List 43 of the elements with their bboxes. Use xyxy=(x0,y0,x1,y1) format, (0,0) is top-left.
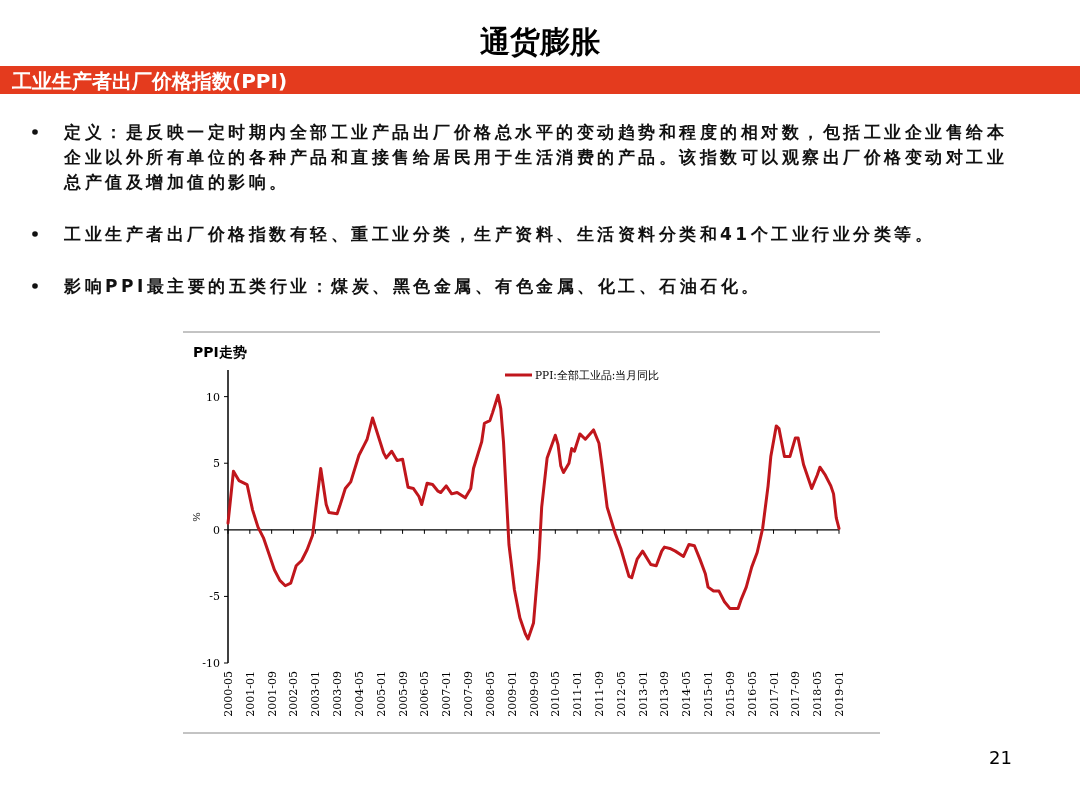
x-tick-label: 2005-09 xyxy=(396,671,410,717)
y-tick-label: 10 xyxy=(206,390,220,404)
x-tick-label: 2009-09 xyxy=(527,671,541,717)
chart-title: 通货膨胀 xyxy=(480,24,601,59)
y-axis-title: % xyxy=(191,512,202,522)
x-tick-label: 2019-01 xyxy=(833,671,846,717)
x-tick-label: 2018-05 xyxy=(811,671,825,717)
x-tick-label: 2016-05 xyxy=(745,671,759,717)
x-tick-label: 2010-05 xyxy=(549,671,563,717)
x-tick-label: 2012-05 xyxy=(614,671,628,717)
x-tick-label: 2005-01 xyxy=(374,671,388,717)
x-tick-label: 2014-05 xyxy=(680,671,694,717)
y-tick-label: 0 xyxy=(213,523,220,537)
x-tick-label: 2001-09 xyxy=(265,671,279,717)
x-tick-label: 2015-01 xyxy=(702,671,716,717)
x-tick-label: 2015-09 xyxy=(723,671,737,717)
text: PPI走势 xyxy=(193,344,247,360)
y-tick-label: 5 xyxy=(213,457,220,471)
text: 工业生产者出厂价格指数有轻、重工业分类，生产资料、生活资料分类和41个工业行业分类等。 xyxy=(63,224,936,244)
x-tick-label: 2013-01 xyxy=(636,671,650,717)
x-tick-label: 2002-05 xyxy=(287,671,301,717)
y-tick-label: -5 xyxy=(209,590,220,604)
chart-subtitle: 工业生产者出厂价格指数(PPI) xyxy=(11,69,288,93)
x-tick-label: 2001-01 xyxy=(243,671,257,717)
x-tick-label: 2009-01 xyxy=(505,671,519,717)
text: 21 xyxy=(989,747,1012,768)
x-tick-label: 2013-09 xyxy=(658,671,672,717)
x-tick-label: 2003-09 xyxy=(331,671,345,717)
x-tick-label: 2006-05 xyxy=(418,671,432,717)
legend-label: PPI:全部工业品:当月同比 xyxy=(535,369,660,381)
x-tick-label: 2004-05 xyxy=(352,671,366,717)
x-tick-label: 2007-01 xyxy=(440,671,454,717)
x-tick-label: 2017-09 xyxy=(789,671,803,717)
x-tick-label: 2017-01 xyxy=(767,671,781,717)
y-tick-label: -10 xyxy=(202,657,220,670)
x-tick-label: 2000-05 xyxy=(222,671,235,717)
x-tick-label: 2003-01 xyxy=(309,671,323,717)
x-tick-label: 2011-09 xyxy=(592,671,606,717)
x-tick-label: 2007-09 xyxy=(462,671,476,717)
x-tick-label: 2011-01 xyxy=(571,671,585,717)
x-tick-label: 2008-05 xyxy=(483,671,497,717)
text: 定义：是反映一定时期内全部工业产品出厂价格总水平的变动趋势和程度的相对数，包括工业企业售给本企业以外所有单位的各种产品和直接售给居民用于生活消费的产品。该指数可以观察出厂价格变动对工业总产值及增加值的影响。 xyxy=(63,122,1007,192)
text: 影响PPI最主要的五类行业：煤炭、黑色金属、有色金属、化工、石油石化。 xyxy=(63,276,762,296)
